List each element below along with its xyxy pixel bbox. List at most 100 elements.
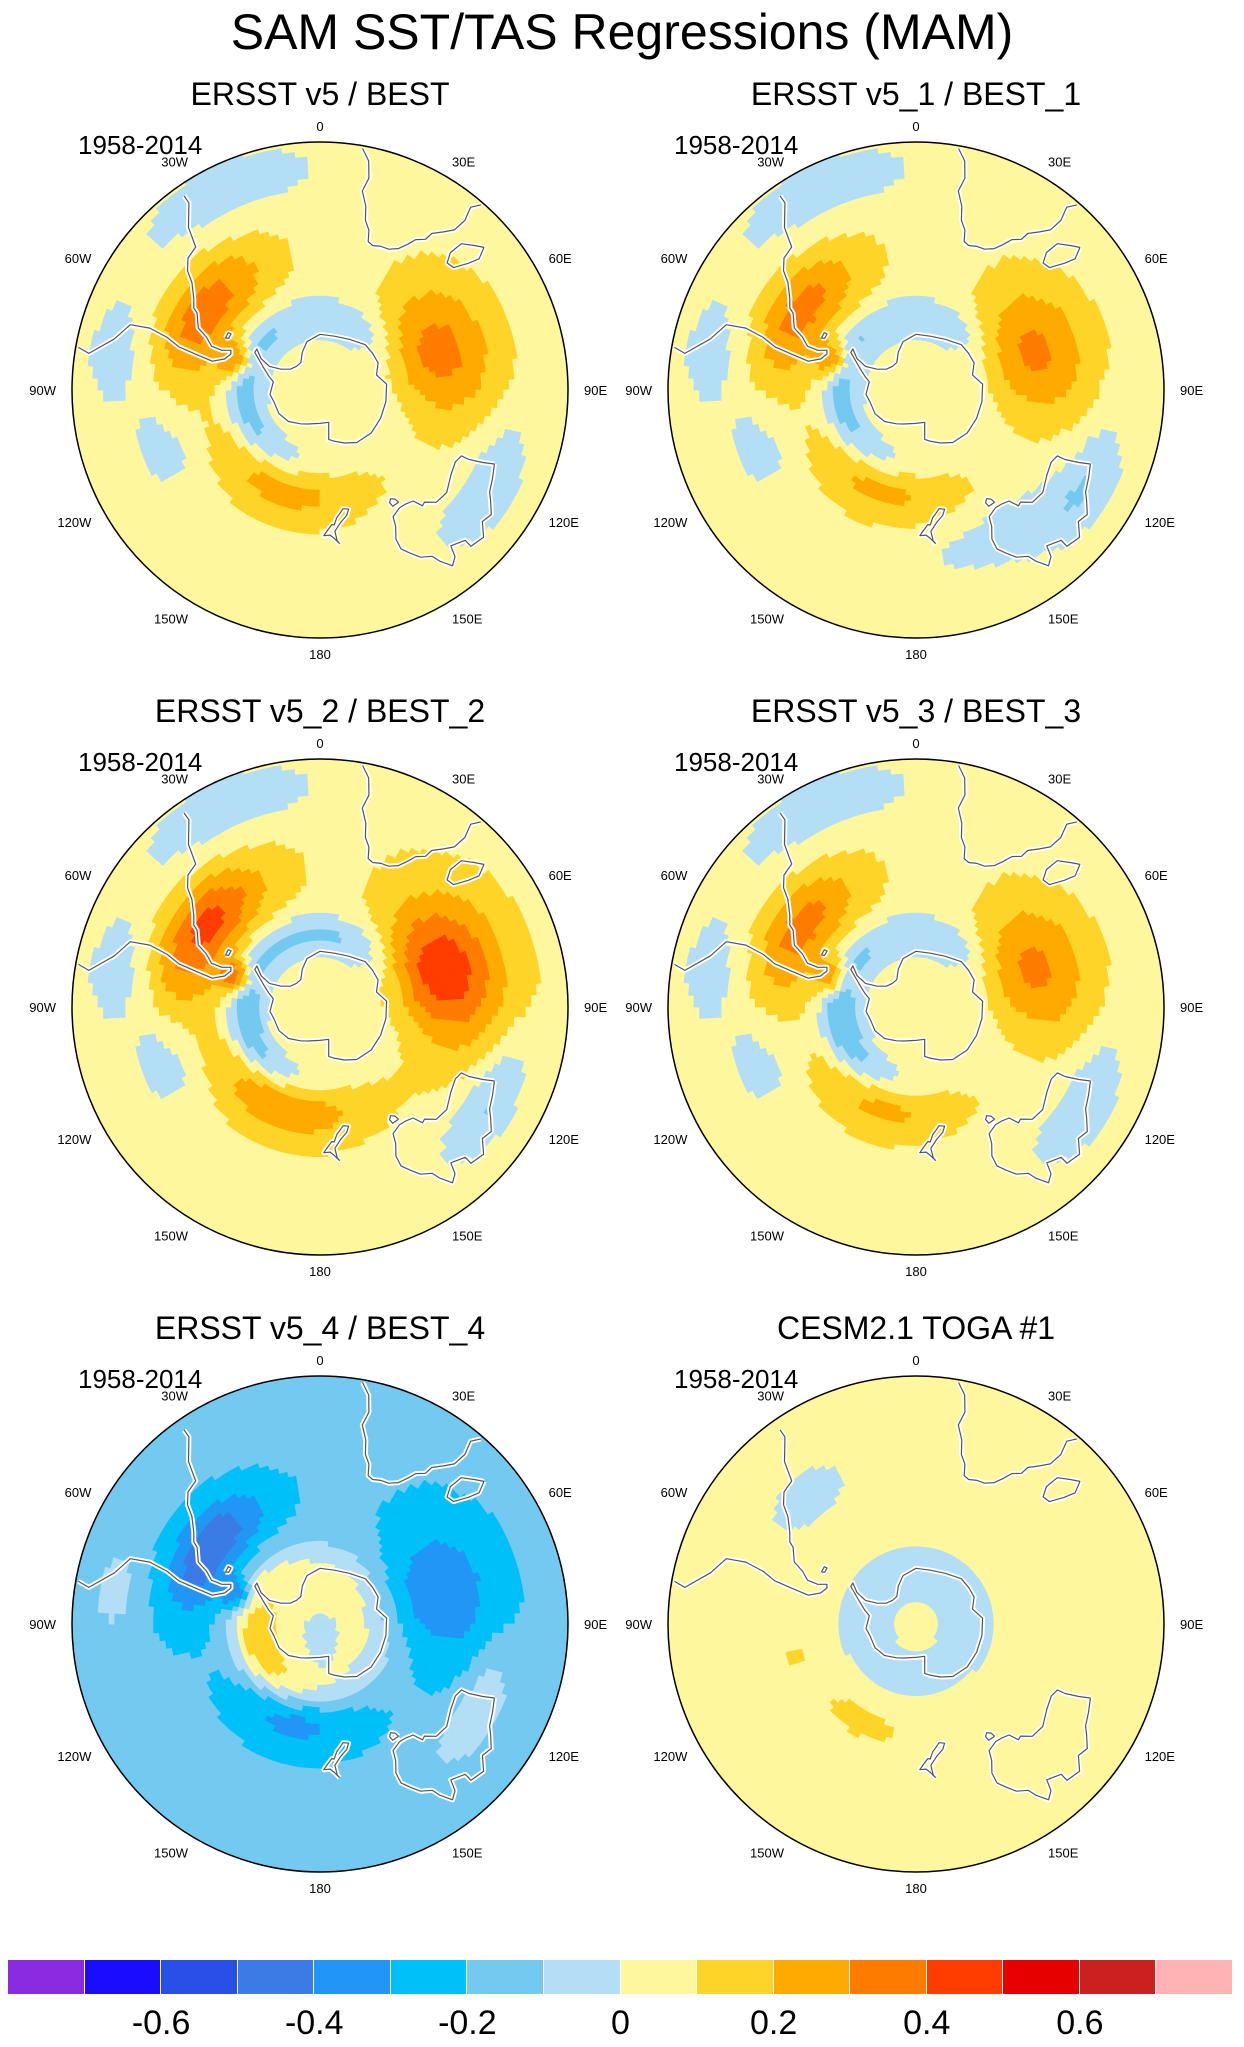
- field-cell: [312, 255, 321, 263]
- field-cell: [414, 389, 421, 396]
- field-cell: [441, 382, 449, 391]
- field-cell: [319, 601, 332, 608]
- field-cell: [312, 523, 321, 530]
- field-cell: [174, 381, 182, 391]
- field-cell: [469, 381, 477, 391]
- field-cell: [310, 211, 321, 218]
- field-cell: [241, 393, 249, 399]
- field-cell: [319, 155, 333, 163]
- field-cell: [323, 461, 329, 469]
- field-cell: [313, 266, 321, 274]
- field-cell: [309, 573, 321, 580]
- field-cell: [319, 500, 327, 508]
- field-cell: [306, 261, 315, 269]
- field-cell: [309, 188, 321, 196]
- field-cell: [402, 380, 410, 387]
- field-cell: [309, 584, 321, 592]
- field-cell: [315, 467, 321, 475]
- field-cell: [492, 380, 499, 391]
- field-cell: [503, 389, 510, 401]
- field-cell: [130, 379, 137, 391]
- field-cell: [525, 389, 533, 402]
- field-cell: [452, 396, 460, 406]
- field-cell: [308, 177, 321, 185]
- field-cell: [311, 244, 321, 252]
- field-cell: [453, 382, 460, 391]
- field-cell: [191, 389, 199, 398]
- field-cell: [319, 227, 329, 235]
- field-cell: [307, 161, 321, 168]
- field-cell: [324, 489, 332, 497]
- field-cell: [310, 222, 321, 230]
- field-cell: [508, 379, 516, 391]
- field-cell: [152, 380, 160, 391]
- field-cell: [141, 389, 148, 400]
- field-cell: [319, 589, 332, 597]
- field-cell: [180, 382, 187, 391]
- panel-period: 1958-2014: [78, 130, 202, 160]
- field-cell: [314, 300, 321, 307]
- field-cell: [230, 393, 238, 400]
- field-cell: [303, 539, 313, 547]
- field-cell: [319, 289, 326, 296]
- field-cell: [430, 389, 438, 397]
- field-cell: [319, 567, 331, 575]
- field-cell: [309, 567, 321, 575]
- field-cell: [304, 244, 314, 252]
- field-cell: [464, 389, 471, 399]
- field-cell: [307, 500, 315, 508]
- field-cell: [319, 445, 324, 452]
- field-cell: [185, 375, 193, 384]
- field-cell: [307, 617, 321, 625]
- field-cell: [208, 377, 216, 385]
- field-cell: [325, 511, 334, 519]
- field-cell: [124, 379, 132, 391]
- field-cell: [424, 377, 432, 385]
- field-cell: [135, 389, 143, 401]
- field-cell: [319, 400, 322, 408]
- field-cell: [319, 434, 324, 441]
- field-cell: [319, 233, 329, 241]
- field-cell: [314, 489, 321, 497]
- field-cell: [325, 500, 333, 508]
- field-cell: [169, 389, 176, 399]
- field-cell: [319, 456, 325, 463]
- field-cell: [325, 261, 334, 269]
- field-cell: [319, 562, 330, 569]
- field-cell: [315, 305, 321, 313]
- field-cell: [319, 266, 327, 274]
- field-cell: [391, 381, 399, 387]
- field-cell: [414, 384, 421, 391]
- field-cell: [436, 389, 444, 397]
- field-cell: [492, 389, 499, 400]
- field-cell: [319, 395, 322, 402]
- field-cell: [307, 278, 315, 286]
- field-cell: [319, 294, 326, 302]
- field-cell: [319, 584, 331, 592]
- field-cell: [309, 200, 321, 207]
- field-cell: [118, 379, 126, 391]
- field-cell: [319, 517, 328, 525]
- field-cell: [319, 194, 331, 202]
- field-cell: [469, 397, 477, 407]
- field-cell: [219, 389, 226, 396]
- field-cell: [230, 384, 237, 391]
- field-cell: [326, 244, 336, 252]
- field-cell: [319, 205, 331, 213]
- field-cell: [311, 528, 321, 536]
- field-cell: [311, 311, 317, 319]
- field-cell: [514, 379, 522, 391]
- field-cell: [219, 384, 226, 391]
- field-cell: [314, 478, 321, 486]
- field-cell: [531, 378, 538, 391]
- field-cell: [308, 183, 321, 191]
- field-cell: [230, 389, 237, 396]
- field-cell: [413, 379, 421, 386]
- field-cell: [325, 267, 334, 275]
- field-cell: [191, 382, 199, 391]
- field-cell: [241, 389, 249, 395]
- field-cell: [304, 250, 314, 258]
- field-cell: [311, 539, 321, 547]
- field-cell: [219, 394, 227, 401]
- field-cell: [169, 381, 176, 391]
